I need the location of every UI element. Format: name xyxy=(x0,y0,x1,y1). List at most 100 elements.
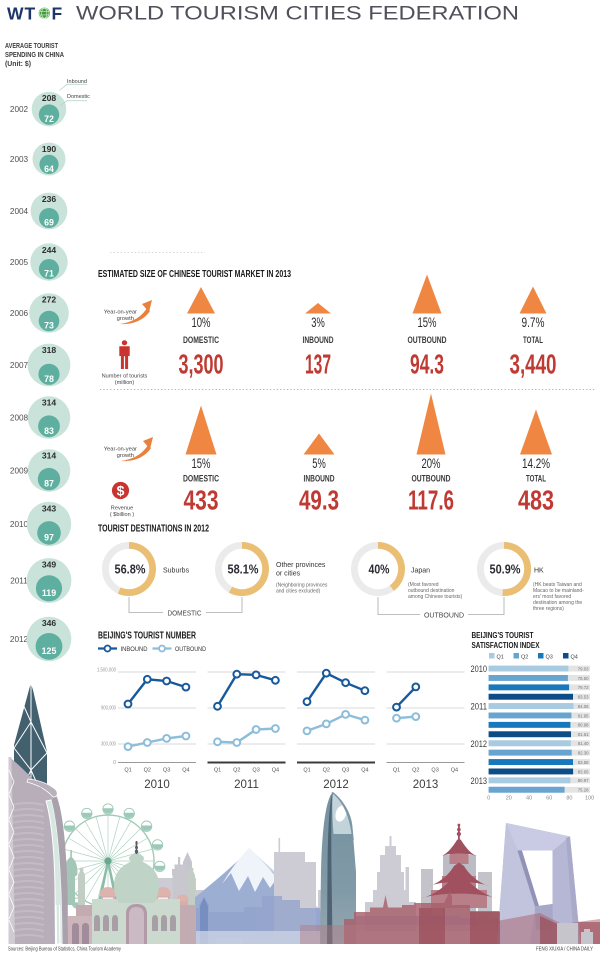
svg-text:Q4: Q4 xyxy=(182,768,189,774)
svg-text:Japan: Japan xyxy=(411,568,430,575)
svg-text:236: 236 xyxy=(42,194,57,204)
svg-text:5%: 5% xyxy=(312,455,326,471)
svg-text:20%: 20% xyxy=(422,455,441,471)
svg-text:72: 72 xyxy=(44,114,54,124)
svg-text:three regions): three regions) xyxy=(533,606,564,612)
svg-text:SPENDING IN CHINA: SPENDING IN CHINA xyxy=(5,50,64,59)
svg-text:destination among the: destination among the xyxy=(533,600,582,606)
svg-text:314: 314 xyxy=(42,398,57,408)
svg-text:INBOUND: INBOUND xyxy=(121,646,148,653)
svg-text:TOTAL: TOTAL xyxy=(523,335,543,345)
svg-text:DOMESTIC: DOMESTIC xyxy=(183,335,219,345)
svg-text:2013: 2013 xyxy=(413,779,439,791)
svg-text:TOURIST DESTINATIONS IN 2012: TOURIST DESTINATIONS IN 2012 xyxy=(98,524,209,535)
svg-text:80.98: 80.98 xyxy=(578,723,589,728)
svg-text:60: 60 xyxy=(546,796,552,802)
svg-text:100: 100 xyxy=(585,796,594,802)
svg-text:Year-on-year: Year-on-year xyxy=(104,447,137,453)
svg-text:Q1: Q1 xyxy=(497,654,504,660)
svg-text:Q4: Q4 xyxy=(272,768,279,774)
svg-text:Revenue: Revenue xyxy=(111,506,133,512)
svg-text:2011: 2011 xyxy=(10,577,28,586)
svg-text:190: 190 xyxy=(42,144,57,154)
svg-text:64: 64 xyxy=(44,164,54,174)
svg-text:growth: growth xyxy=(117,316,134,322)
svg-text:Q2: Q2 xyxy=(144,768,151,774)
svg-text:125: 125 xyxy=(42,646,57,656)
svg-text:137: 137 xyxy=(305,349,331,380)
svg-text:Year-on-year: Year-on-year xyxy=(104,310,137,316)
svg-text:300,000: 300,000 xyxy=(101,742,116,748)
svg-text:1,500,000: 1,500,000 xyxy=(97,668,116,674)
svg-text:Inbound: Inbound xyxy=(67,79,87,85)
svg-text:272: 272 xyxy=(42,295,57,305)
svg-text:outbound destination: outbound destination xyxy=(408,588,455,594)
svg-text:69: 69 xyxy=(44,217,54,227)
svg-text:83: 83 xyxy=(44,426,54,436)
svg-text:Other provinces: Other provinces xyxy=(276,562,326,569)
svg-text:117.6: 117.6 xyxy=(408,485,454,516)
svg-text:Macao to be mainland-: Macao to be mainland- xyxy=(533,588,584,594)
svg-text:2012: 2012 xyxy=(323,779,349,791)
svg-text:2010: 2010 xyxy=(144,779,170,791)
svg-text:94.3: 94.3 xyxy=(410,349,444,380)
svg-text:(million): (million) xyxy=(115,380,135,386)
svg-text:OUTBOUND: OUTBOUND xyxy=(408,335,447,345)
svg-text:81.61: 81.61 xyxy=(578,732,589,737)
svg-text:49.3: 49.3 xyxy=(299,485,339,516)
svg-text:244: 244 xyxy=(42,245,57,255)
svg-text:97: 97 xyxy=(44,532,54,542)
svg-text:2007: 2007 xyxy=(10,361,29,370)
svg-text:40: 40 xyxy=(526,796,532,802)
svg-text:56.8%: 56.8% xyxy=(115,562,146,577)
svg-text:78.50: 78.50 xyxy=(578,676,589,681)
svg-text:Q1: Q1 xyxy=(393,768,400,774)
svg-text:10%: 10% xyxy=(192,314,211,330)
svg-text:Number of tourists: Number of tourists xyxy=(102,374,148,380)
svg-text:Q2: Q2 xyxy=(323,768,330,774)
svg-text:BEIJING'S TOURIST NUMBER: BEIJING'S TOURIST NUMBER xyxy=(98,631,197,642)
svg-text:20: 20 xyxy=(506,796,512,802)
svg-text:2010: 2010 xyxy=(471,664,488,674)
svg-text:483: 483 xyxy=(518,485,554,516)
svg-text:314: 314 xyxy=(42,451,57,461)
svg-text:15%: 15% xyxy=(418,314,437,330)
svg-text:(Most favored: (Most favored xyxy=(408,582,439,588)
svg-text:INBOUND: INBOUND xyxy=(304,474,335,484)
svg-text:433: 433 xyxy=(184,485,219,516)
svg-text:346: 346 xyxy=(42,618,57,628)
svg-text:(Unit: $): (Unit: $) xyxy=(5,59,31,68)
svg-text:349: 349 xyxy=(42,560,57,570)
svg-text:83.53: 83.53 xyxy=(578,695,589,700)
svg-text:Domestic: Domestic xyxy=(67,94,90,100)
svg-text:83.58: 83.58 xyxy=(578,760,589,765)
svg-text:2003: 2003 xyxy=(10,155,29,164)
svg-text:318: 318 xyxy=(42,345,57,355)
svg-text:DOMESTIC: DOMESTIC xyxy=(168,609,202,618)
svg-text:ers' most favored: ers' most favored xyxy=(533,594,571,600)
svg-text:INBOUND: INBOUND xyxy=(303,335,334,345)
svg-text:2012: 2012 xyxy=(471,739,488,749)
svg-text:Q1: Q1 xyxy=(303,768,310,774)
svg-text:80.97: 80.97 xyxy=(578,778,589,783)
svg-text:3%: 3% xyxy=(311,314,325,330)
svg-text:Q2: Q2 xyxy=(233,768,240,774)
svg-text:(Neighboring provinces: (Neighboring provinces xyxy=(276,583,328,589)
svg-text:2005: 2005 xyxy=(10,258,29,267)
svg-text:OUTBOUND: OUTBOUND xyxy=(412,474,451,484)
svg-text:84.06: 84.06 xyxy=(578,704,589,709)
svg-text:81.40: 81.40 xyxy=(578,741,589,746)
svg-text:15%: 15% xyxy=(192,455,211,471)
svg-text:208: 208 xyxy=(42,93,57,103)
svg-text:or cities: or cities xyxy=(276,571,301,578)
svg-text:TOTAL: TOTAL xyxy=(526,474,546,484)
svg-text:79.72: 79.72 xyxy=(578,685,589,690)
svg-text:2009: 2009 xyxy=(10,467,29,476)
svg-text:2011: 2011 xyxy=(471,702,488,712)
svg-text:Q3: Q3 xyxy=(546,654,553,660)
svg-text:FENG XIUXIA / CHINA DAILY: FENG XIUXIA / CHINA DAILY xyxy=(536,947,594,953)
svg-text:Q2: Q2 xyxy=(412,768,419,774)
svg-text:SATISFACTION INDEX: SATISFACTION INDEX xyxy=(472,640,540,650)
svg-text:81.95: 81.95 xyxy=(578,713,589,718)
svg-text:2004: 2004 xyxy=(10,207,29,216)
